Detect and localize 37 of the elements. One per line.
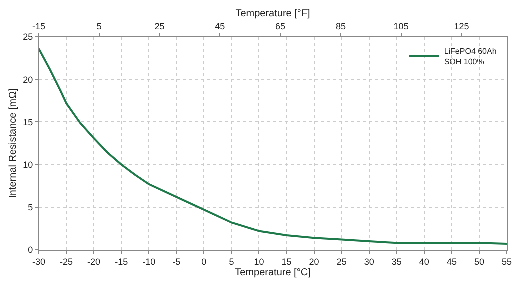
x-tick-label: 25 [336, 256, 347, 267]
y-tick-label: 5 [28, 202, 34, 213]
x2-tick-label: 85 [336, 21, 346, 32]
x-tick-label: 10 [254, 256, 264, 267]
x2-tick-label: 105 [394, 21, 409, 32]
y-tick-label: 25 [23, 32, 34, 42]
x2-tick-label: 125 [454, 21, 470, 32]
x-tick-label: 20 [309, 256, 320, 267]
x-tick-label: -10 [142, 256, 156, 267]
x-tick-label: 45 [446, 256, 457, 267]
x2-axis-title: Temperature [°F] [236, 8, 311, 20]
x2-tick-label: 5 [96, 21, 102, 32]
x-axis-title: Temperature [°C] [235, 267, 312, 278]
y-tick-label: 15 [23, 117, 34, 128]
y-tick-label: 10 [23, 160, 34, 170]
x-tick-label: 15 [282, 256, 292, 267]
x2-tick-label: -15 [32, 21, 46, 32]
x-tick-label: 50 [474, 256, 484, 267]
x-tick-label: 5 [229, 256, 234, 267]
x-tick-label: 40 [419, 256, 430, 267]
legend-label: LiFePO4 60Ah SOH 100% [444, 46, 497, 66]
line-series [39, 48, 507, 246]
x-tick-label: -20 [88, 256, 101, 267]
y-tick-label: 20 [23, 74, 34, 85]
x-tick-label: -30 [32, 256, 46, 267]
x2-tick-label: 45 [215, 21, 226, 32]
x2-tick-label: 25 [154, 21, 165, 32]
x-tick-label: 0 [202, 256, 207, 267]
x-tick-label: 55 [502, 256, 512, 267]
y-axis-title: Internal Resistance [mΩ] [8, 88, 20, 198]
x-tick-label: 30 [364, 256, 374, 267]
x-tick-label: -15 [115, 256, 128, 267]
x2-tick-label: 65 [276, 21, 286, 32]
x-tick-label: -25 [60, 256, 74, 267]
x-tick-label: 35 [392, 256, 402, 267]
y-tick-label: 0 [28, 245, 34, 256]
x-tick-label: -5 [172, 256, 181, 267]
